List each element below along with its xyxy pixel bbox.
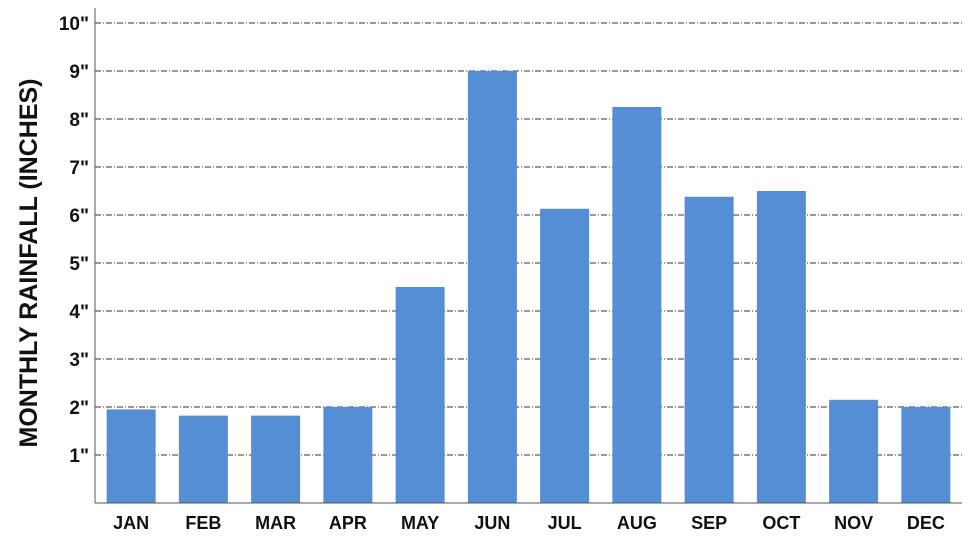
y-tick-label: 5"	[69, 254, 89, 275]
y-tick-label: 3"	[69, 350, 89, 371]
bar-aug	[612, 107, 662, 503]
bar-mar	[251, 415, 301, 503]
y-tick-label: 10"	[59, 14, 89, 35]
x-category-label: MAY	[401, 513, 439, 533]
y-tick-label: 9"	[69, 62, 89, 83]
x-category-label: OCT	[762, 513, 800, 533]
x-category-label: JAN	[113, 513, 149, 533]
axis-layer	[94, 8, 962, 504]
bar-may	[395, 287, 445, 503]
x-category-label: APR	[329, 513, 367, 533]
x-category-label: MAR	[255, 513, 296, 533]
y-tick-label: 8"	[69, 110, 89, 131]
x-category-label: NOV	[834, 513, 873, 533]
bar-nov	[829, 399, 879, 503]
bar-sep	[684, 196, 734, 503]
bars-layer	[106, 71, 951, 503]
bar-apr	[323, 407, 373, 503]
bar-oct	[756, 191, 806, 503]
x-category-label: JUN	[474, 513, 510, 533]
bar-feb	[178, 415, 228, 503]
x-category-labels: JAN FEB MAR APR MAY JUN JUL AUG SEP OCT NOV DEC	[113, 513, 945, 533]
bar-jun	[467, 71, 517, 503]
y-tick-label: 4"	[69, 302, 89, 323]
y-tick-label: 7"	[69, 158, 89, 179]
grid-layer	[95, 22, 962, 456]
x-category-label: DEC	[907, 513, 945, 533]
y-axis-title: MONTHLY RAINFALL (INCHES)	[15, 79, 43, 448]
bar-dec	[901, 407, 951, 503]
x-category-label: SEP	[691, 513, 727, 533]
y-tick-labels: 1" 2" 3" 4" 5" 6" 7" 8" 9" 10"	[59, 14, 89, 467]
y-tick-label: 2"	[69, 398, 89, 419]
y-tick-label: 1"	[69, 446, 89, 467]
x-category-label: AUG	[617, 513, 657, 533]
x-category-label: FEB	[185, 513, 221, 533]
bar-jul	[540, 208, 590, 503]
x-category-label: JUL	[548, 513, 582, 533]
bar-jan	[106, 409, 156, 503]
y-tick-label: 6"	[69, 206, 89, 227]
